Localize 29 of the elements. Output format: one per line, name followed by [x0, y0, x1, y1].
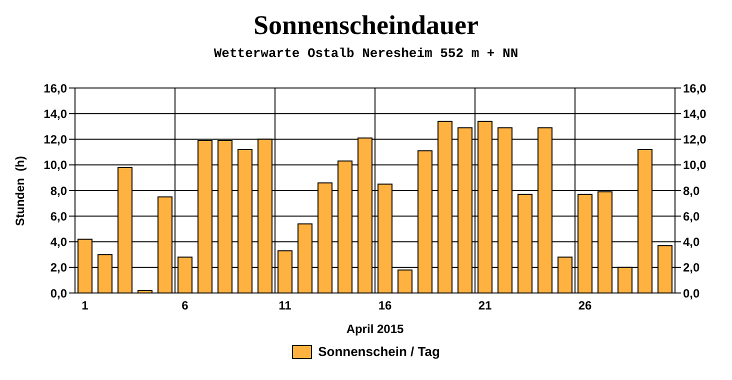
x-tick-label: 16: [378, 298, 392, 313]
y-tick-label: 2,0: [50, 260, 68, 275]
y2-tick-label: 6,0: [683, 209, 700, 224]
x-tick-label: 1: [82, 298, 89, 313]
y-tick-label: 12,0: [44, 132, 68, 147]
chart-subtitle: Wetterwarte Ostalb Neresheim 552 m + NN: [212, 46, 520, 61]
y-axis-title: Stunden (h): [13, 156, 27, 226]
y-tick-label: 8,0: [50, 184, 68, 198]
y2-tick-label: 12,0: [683, 132, 707, 147]
y-tick-label: 0,0: [50, 286, 68, 300]
y2-tick-label: 14,0: [683, 106, 707, 121]
legend-label: Sonnenschein / Tag: [318, 344, 440, 359]
y2-tick-label: 0,0: [683, 286, 700, 300]
x-tick-label: 11: [278, 298, 292, 313]
y2-tick-label: 8,0: [683, 184, 700, 198]
y2-tick-label: 2,0: [683, 260, 700, 275]
y2-tick-label: 4,0: [683, 235, 700, 250]
y-tick-label: 4,0: [50, 235, 68, 250]
y-tick-label: 10,0: [44, 158, 68, 172]
y2-tick-label: 16,0: [683, 81, 707, 96]
y-tick-label: 6,0: [50, 209, 68, 224]
x-axis-title: April 2015: [345, 322, 405, 336]
x-tick-label: 21: [478, 298, 492, 313]
y-tick-label: 16,0: [44, 81, 68, 96]
x-tick-label: 6: [182, 298, 189, 313]
y2-tick-label: 10,0: [683, 158, 707, 172]
chart-title: Sonnenscheindauer: [252, 10, 480, 41]
x-tick-label: 26: [578, 298, 592, 313]
y-tick-label: 14,0: [44, 106, 68, 121]
